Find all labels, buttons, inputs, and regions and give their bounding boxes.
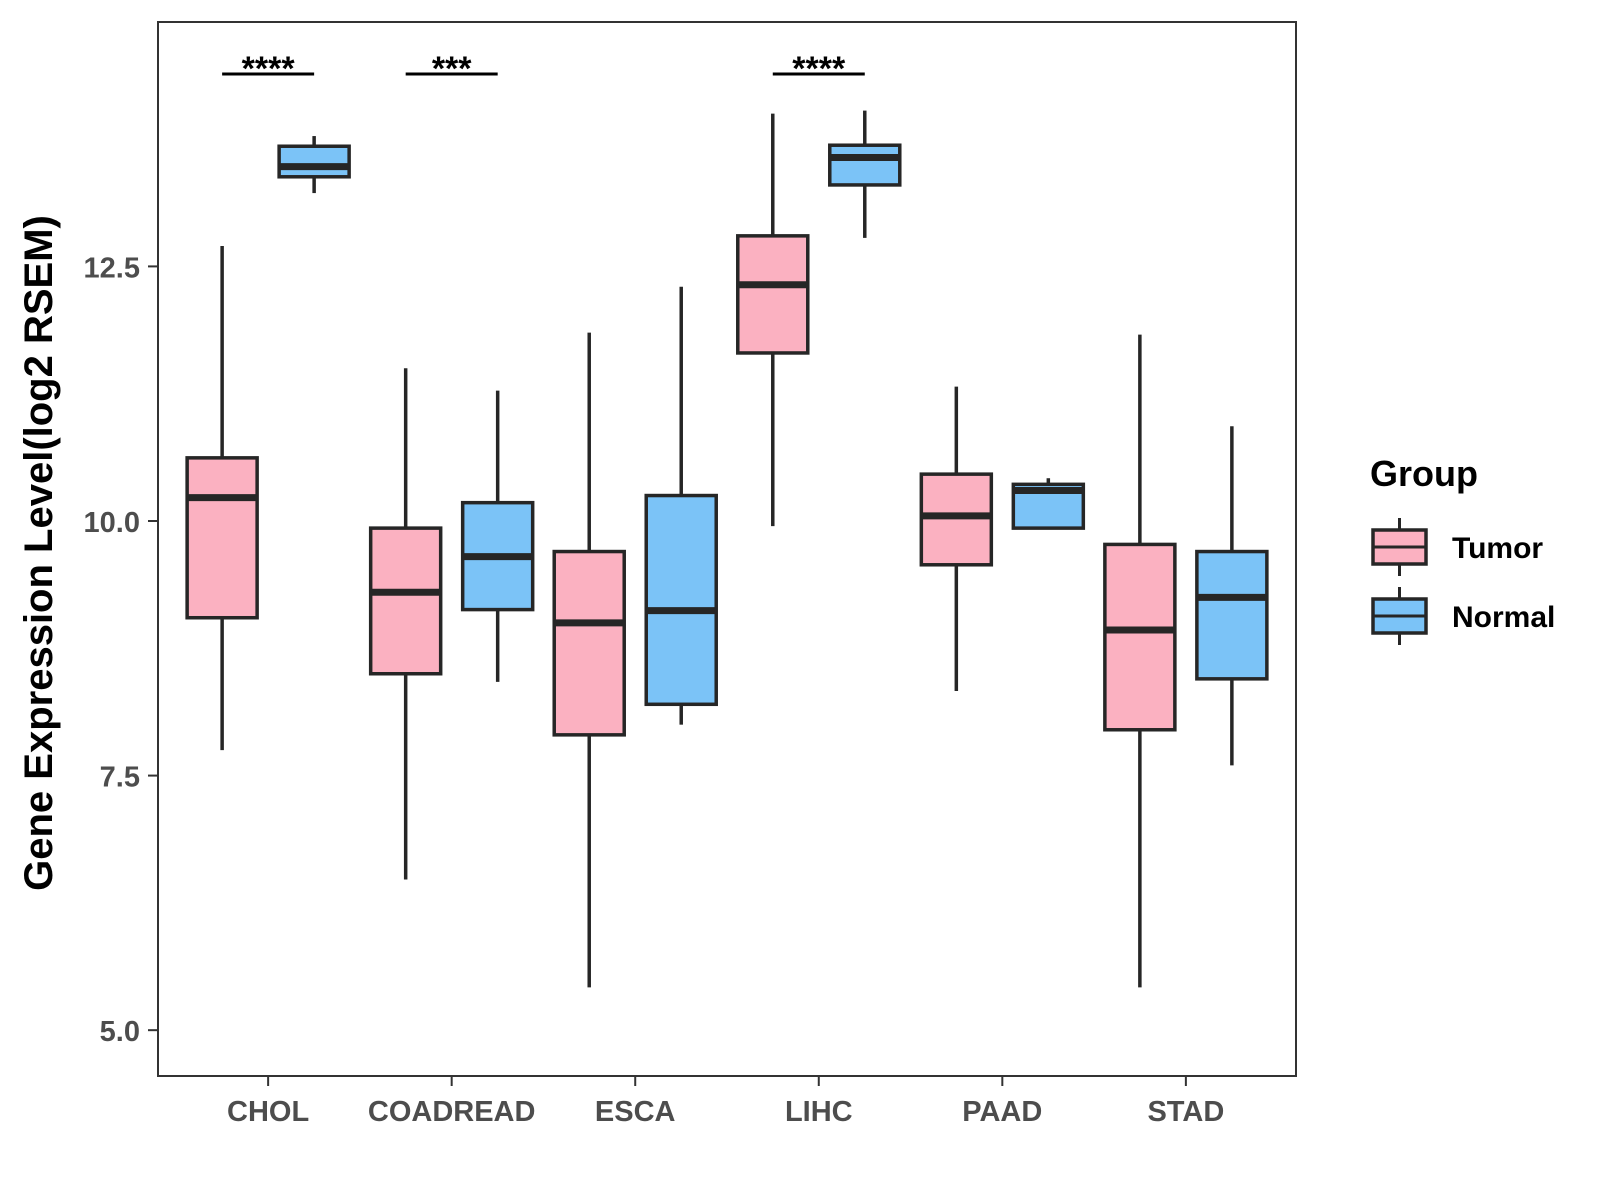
box-tumor-esca [552, 332, 626, 988]
box-tumor-coadread [368, 368, 443, 880]
box-normal-coadread [460, 390, 535, 682]
box-normal-esca [644, 286, 718, 725]
y-tick-label: 10.0 [84, 507, 140, 539]
x-tick-label: COADREAD [368, 1096, 536, 1128]
box-normal-lihc [828, 110, 902, 238]
legend-title: Group [1370, 453, 1478, 494]
significance-label: *** [432, 50, 472, 88]
box-normal-chol [277, 136, 351, 194]
iqr-box [1103, 542, 1177, 732]
iqr-box [368, 526, 443, 676]
x-tick-label: CHOL [227, 1096, 309, 1128]
iqr-box [644, 493, 718, 707]
iqr-box [277, 144, 351, 179]
y-tick-label: 5.0 [100, 1016, 140, 1048]
iqr-box [919, 472, 994, 567]
box-tumor-lihc [736, 113, 810, 527]
axes: 5.0 7.5 10.0 12.5 CHOL COADREAD ESCA LIHC PAAD ST… [84, 252, 1225, 1128]
iqr-box [552, 549, 626, 737]
y-axis-title: Gene Expression Level(log2 RSEM) [17, 215, 61, 891]
y-tick-label: 12.5 [84, 252, 140, 284]
box-tumor-paad [919, 386, 994, 692]
boxes [185, 110, 1269, 988]
iqr-box [1195, 549, 1269, 681]
iqr-box [828, 143, 902, 187]
significance-label: **** [792, 50, 846, 88]
legend-label-tumor: Tumor [1452, 532, 1543, 565]
box-tumor-stad [1103, 334, 1177, 988]
legend-key-tumor [1371, 518, 1428, 576]
box-tumor-chol [185, 246, 259, 751]
box-normal-paad [1011, 478, 1086, 530]
legend: Group Tumor Normal [1370, 453, 1555, 645]
box-normal-stad [1195, 426, 1269, 766]
x-tick-label: PAAD [962, 1096, 1042, 1128]
significance-annotations: **** *** **** [222, 50, 865, 88]
x-tick-label: ESCA [595, 1096, 676, 1128]
legend-label-normal: Normal [1452, 601, 1555, 634]
y-tick-label: 7.5 [100, 762, 140, 794]
x-tick-label: STAD [1147, 1096, 1224, 1128]
legend-key-normal [1371, 587, 1428, 645]
iqr-box [736, 234, 810, 355]
iqr-box [185, 456, 259, 620]
significance-label: **** [242, 50, 296, 88]
x-tick-label: LIHC [785, 1096, 853, 1128]
